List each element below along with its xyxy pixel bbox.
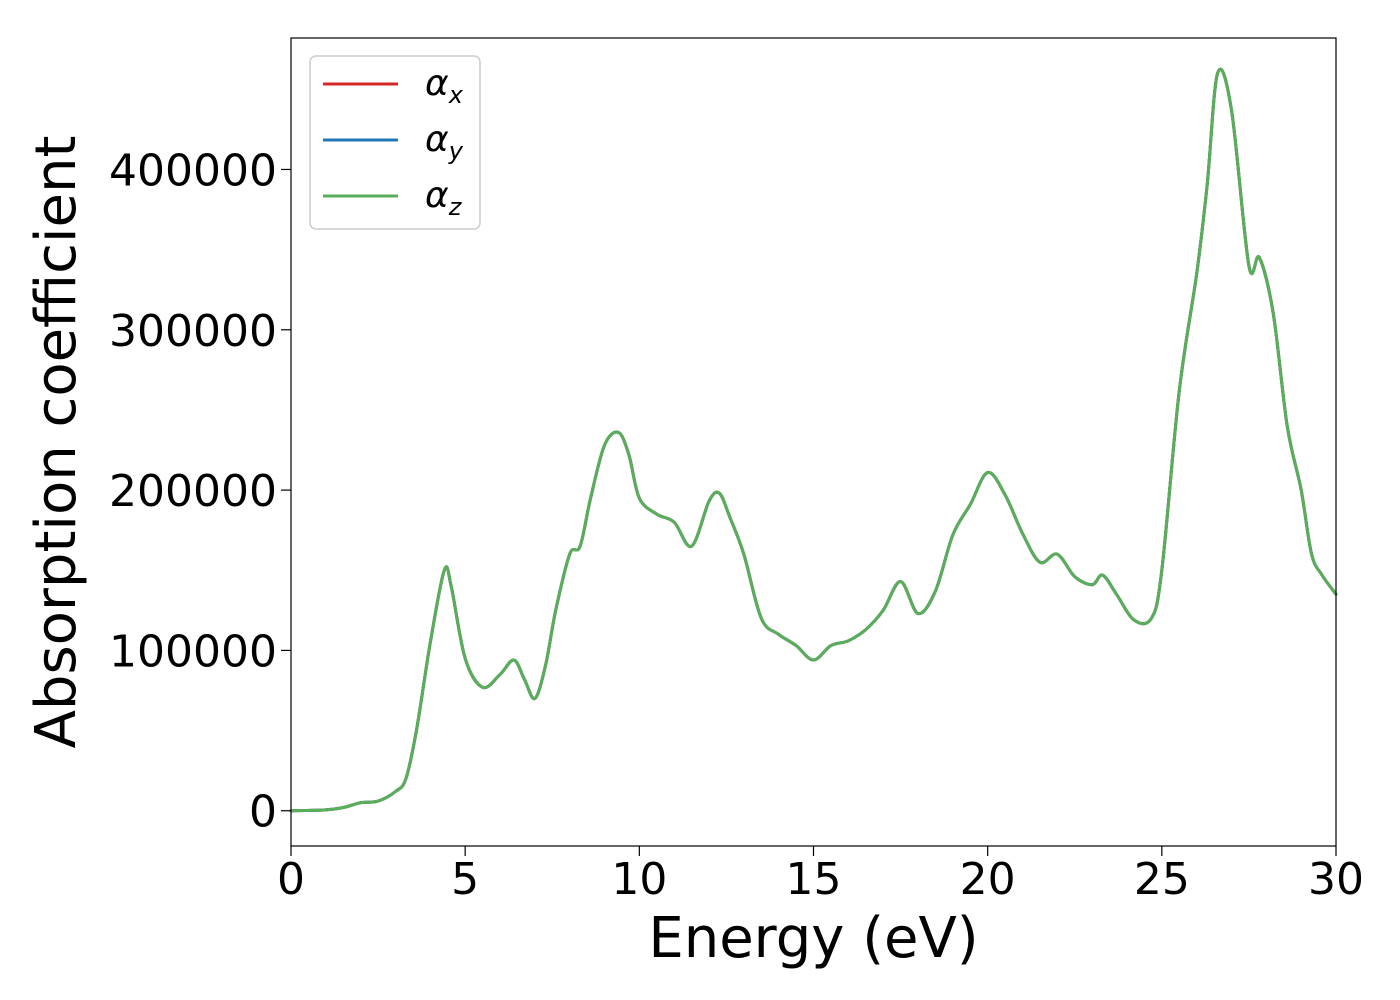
y-tick-label: 200000 bbox=[109, 466, 277, 517]
y-axis: 0 100000 200000 300000 400000 bbox=[109, 145, 291, 838]
y-tick-label: 100000 bbox=[109, 626, 277, 677]
legend: αx αy αz bbox=[309, 55, 481, 230]
x-tick-label: 25 bbox=[1134, 854, 1190, 905]
x-tick-label: 15 bbox=[786, 854, 842, 905]
legend-box bbox=[309, 55, 481, 230]
x-tick-label: 10 bbox=[611, 854, 667, 905]
y-tick-label: 300000 bbox=[109, 306, 277, 357]
y-tick-label: 0 bbox=[249, 787, 277, 838]
legend-label-x: αx bbox=[425, 63, 464, 109]
legend-label-y: αy bbox=[425, 119, 464, 165]
y-axis-title: Absorption coefficient bbox=[24, 136, 89, 749]
legend-label-z: αz bbox=[425, 175, 463, 221]
x-axis-title: Energy (eV) bbox=[648, 906, 978, 971]
y-tick-label: 400000 bbox=[109, 145, 277, 196]
x-axis: 0 5 10 15 20 25 30 bbox=[277, 846, 1364, 905]
series-layer bbox=[289, 67, 1338, 813]
x-tick-label: 30 bbox=[1308, 854, 1364, 905]
x-tick-label: 0 bbox=[277, 854, 305, 905]
series-line-z bbox=[289, 67, 1338, 813]
x-tick-label: 20 bbox=[960, 854, 1016, 905]
x-tick-label: 5 bbox=[451, 854, 479, 905]
